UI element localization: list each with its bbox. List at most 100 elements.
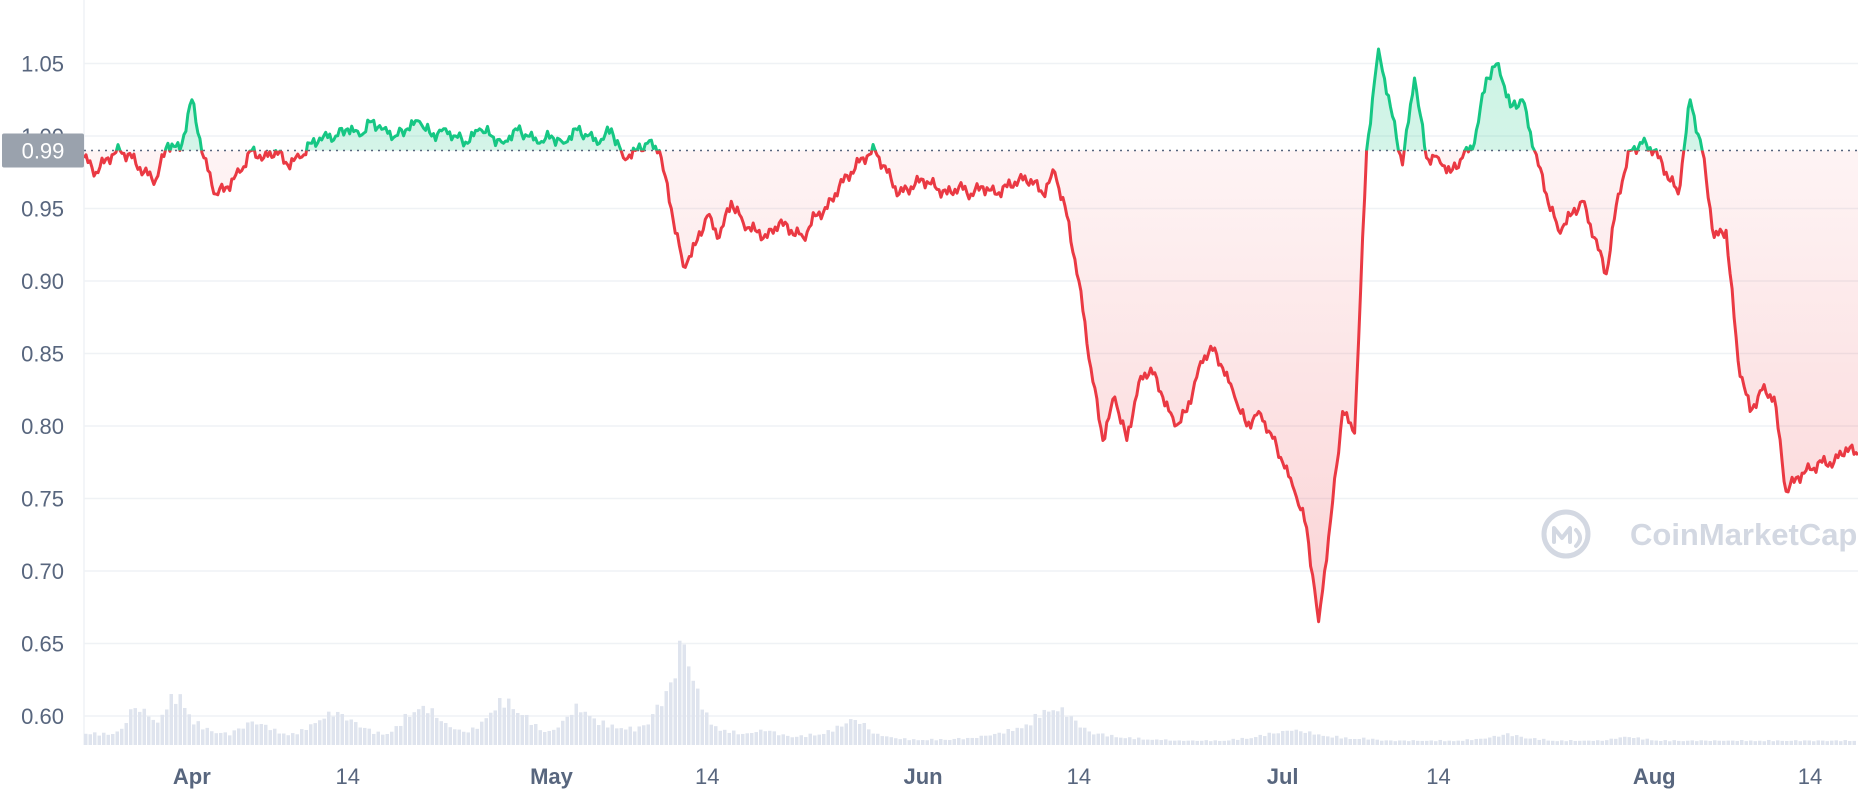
volume-bar: [664, 691, 668, 745]
volume-bar: [1087, 731, 1091, 745]
volume-bar: [574, 703, 578, 745]
volume-bar: [1267, 732, 1271, 745]
volume-bar: [300, 729, 304, 745]
volume-bar: [84, 733, 88, 745]
volume-bar: [1807, 740, 1811, 745]
volume-bar: [777, 735, 781, 745]
volume-bar: [264, 724, 268, 745]
volume-bar: [687, 666, 691, 745]
volume-bar: [970, 737, 974, 745]
volume-bar: [286, 735, 290, 745]
volume-bar: [790, 737, 794, 745]
volume-bar: [939, 739, 943, 745]
volume-bar: [1011, 731, 1015, 745]
volume-bar: [1033, 713, 1037, 745]
volume-bar: [1065, 716, 1069, 745]
volume-bar: [282, 733, 286, 745]
volume-bar: [606, 727, 610, 745]
volume-bar: [718, 730, 722, 745]
volume-bar: [1186, 740, 1190, 745]
volume-bar: [799, 735, 803, 745]
volume-bar: [867, 729, 871, 745]
volume-bar: [516, 713, 520, 745]
volume-bar: [628, 726, 632, 745]
y-tick-label: 0.80: [21, 414, 64, 439]
volume-bar: [1276, 733, 1280, 745]
volume-bar: [642, 725, 646, 745]
volume-bar: [439, 721, 443, 745]
volume-bar: [1591, 740, 1595, 745]
volume-bar: [412, 712, 416, 745]
price-line-down[interactable]: [82, 49, 1858, 624]
volume-bar: [1164, 739, 1168, 745]
volume-bar: [1789, 740, 1793, 745]
volume-bar: [961, 739, 965, 745]
volume-bar: [259, 724, 263, 745]
volume-bar: [534, 723, 538, 745]
volume-bar: [187, 714, 191, 745]
volume-bar: [1236, 739, 1240, 745]
volume-bar: [1542, 738, 1546, 745]
volume-bar: [781, 734, 785, 745]
volume-bar: [88, 734, 92, 745]
volume-bars: [84, 640, 1856, 745]
volume-bar: [133, 708, 137, 745]
volume-bar: [979, 735, 983, 745]
volume-bar: [1200, 740, 1204, 745]
volume-bar: [448, 727, 452, 745]
coinmarketcap-watermark: CoinMarketCap: [1541, 509, 1857, 559]
volume-bar: [228, 735, 232, 745]
volume-bar: [1537, 739, 1541, 745]
volume-bar: [1636, 737, 1640, 745]
price-line[interactable]: [82, 47, 1858, 624]
volume-bar: [772, 731, 776, 745]
volume-bar: [1155, 739, 1159, 745]
volume-bar: [1812, 741, 1816, 745]
volume-bar: [1821, 740, 1825, 745]
volume-bar: [579, 712, 583, 745]
volume-bar: [1024, 724, 1028, 745]
volume-bar: [1384, 740, 1388, 745]
volume-bar: [1056, 711, 1060, 745]
volume-bar: [786, 735, 790, 745]
volume-bar: [97, 735, 101, 745]
volume-bar: [1308, 731, 1312, 745]
volume-bar: [1780, 740, 1784, 745]
volume-bar: [255, 724, 259, 745]
volume-bar: [1330, 737, 1334, 745]
volume-bar: [1686, 740, 1690, 745]
volume-bar: [840, 726, 844, 745]
volume-bar: [804, 737, 808, 745]
volume-bar: [1290, 730, 1294, 745]
y-tick-label: 0.75: [21, 487, 64, 512]
price-line-up[interactable]: [84, 47, 1858, 622]
volume-bar: [745, 733, 749, 745]
volume-bar: [1762, 741, 1766, 745]
volume-bar: [313, 723, 317, 745]
volume-bar: [547, 730, 551, 745]
volume-bar: [1528, 738, 1532, 745]
volume-bar: [597, 725, 601, 745]
volume-bar: [876, 733, 880, 745]
volume-bar: [241, 728, 245, 745]
volume-bar: [372, 733, 376, 745]
volume-bar: [1677, 740, 1681, 745]
volume-bar: [1015, 727, 1019, 745]
volume-bar: [763, 731, 767, 745]
volume-bar: [111, 734, 115, 745]
volume-bar: [1470, 740, 1474, 745]
volume-bar: [943, 739, 947, 745]
volume-bar: [1339, 738, 1343, 745]
volume-bar: [655, 704, 659, 745]
volume-bar: [1263, 736, 1267, 745]
volume-bar: [1465, 739, 1469, 745]
volume-bar: [1848, 741, 1852, 745]
volume-bar: [376, 731, 380, 745]
volume-bar: [912, 739, 916, 745]
volume-bar: [1222, 740, 1226, 745]
volume-bar: [1213, 740, 1217, 745]
volume-bar: [1564, 741, 1568, 745]
volume-bar: [349, 719, 353, 745]
